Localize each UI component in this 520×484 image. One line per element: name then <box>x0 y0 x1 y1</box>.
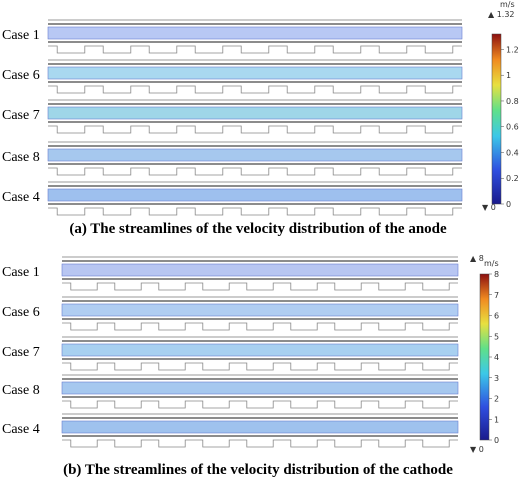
colorbar-tick-label: 3 <box>494 374 499 383</box>
colorbar-tick-label: 2 <box>494 395 499 404</box>
case-label: Case 6 <box>2 68 40 83</box>
colorbar-tick-label: 0.4 <box>506 148 519 157</box>
flow-channel <box>61 343 459 357</box>
case-label: Case 7 <box>2 108 40 123</box>
max-label: ▲ 1.32 <box>488 10 515 19</box>
colorbar <box>491 33 502 205</box>
colorbar-tick-label: 1 <box>494 415 499 424</box>
case-label: Case 8 <box>2 150 40 165</box>
caption: (b) The streamlines of the velocity dist… <box>63 462 453 478</box>
case-label: Case 1 <box>2 265 40 280</box>
case-label: Case 7 <box>2 345 40 360</box>
case-label: Case 1 <box>2 28 40 43</box>
colorbar-tick-label: 6 <box>494 312 499 321</box>
colorbar-tick-label: 0 <box>494 436 499 445</box>
rib <box>62 439 458 448</box>
rib <box>62 400 458 409</box>
colorbar-tick-label: 5 <box>494 332 499 341</box>
min-label: ▼ 0 <box>482 203 496 212</box>
colorbar <box>479 273 490 441</box>
unit-label: m/s <box>484 259 499 268</box>
colorbar-tick-label: 0.8 <box>506 97 519 106</box>
rib <box>62 322 458 331</box>
flow-channel <box>47 106 463 120</box>
colorbar-tick-label: 0.6 <box>506 123 519 132</box>
rib <box>48 45 462 54</box>
flow-channel <box>61 303 459 317</box>
flow-channel <box>47 148 463 162</box>
unit-label: m/s <box>500 0 515 9</box>
rib <box>62 362 458 371</box>
colorbar-tick-label: 7 <box>494 291 499 300</box>
rib <box>62 282 458 291</box>
rib <box>48 207 462 216</box>
colorbar-tick-label: 0.2 <box>506 174 519 183</box>
colorbar-tick-label: 1 <box>506 71 511 80</box>
case-label: Case 4 <box>2 422 40 437</box>
flow-channel <box>47 188 463 202</box>
caption: (a) The streamlines of the velocity dist… <box>69 221 447 237</box>
case-label: Case 8 <box>2 383 40 398</box>
colorbar-tick-label: 8 <box>494 270 499 279</box>
rib <box>48 125 462 134</box>
flow-channel <box>61 381 459 395</box>
rib <box>48 167 462 176</box>
flow-channel <box>61 263 459 277</box>
colorbar-tick-label: 4 <box>494 353 499 362</box>
colorbar-tick-label: 0 <box>506 200 511 209</box>
case-label: Case 4 <box>2 190 40 205</box>
colorbar-tick-label: 1.2 <box>506 45 519 54</box>
flow-channel <box>47 26 463 40</box>
max-label: ▲ 8 <box>470 254 484 263</box>
min-label: ▼ 0 <box>470 445 484 454</box>
case-label: Case 6 <box>2 305 40 320</box>
rib <box>48 85 462 94</box>
flow-channel <box>61 420 459 434</box>
flow-channel <box>47 66 463 80</box>
